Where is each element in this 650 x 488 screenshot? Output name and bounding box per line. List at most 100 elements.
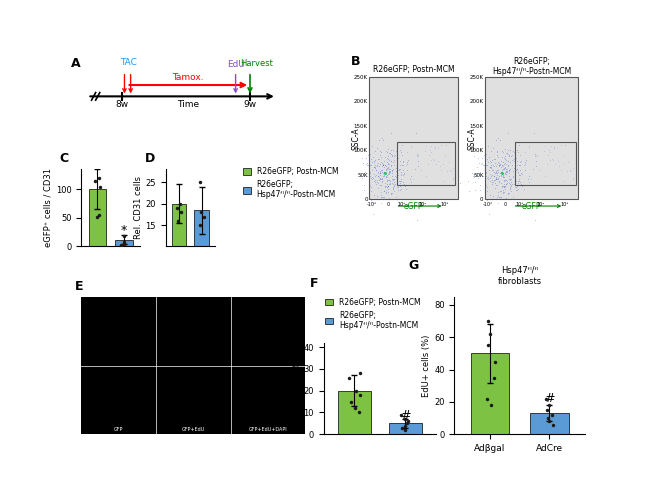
- Point: [374, 174, 385, 182]
- Point: [411, 150, 422, 158]
- Point: [463, 177, 473, 185]
- Point: [376, 182, 386, 189]
- Point: [349, 187, 359, 195]
- Point: [369, 174, 379, 182]
- Point: [500, 182, 510, 190]
- Point: [378, 137, 388, 144]
- Point: [480, 158, 490, 165]
- Point: [376, 134, 387, 142]
- Point: [491, 151, 502, 159]
- Point: [372, 172, 383, 180]
- Point: [376, 176, 386, 183]
- Point: [556, 165, 566, 173]
- Point: [491, 174, 502, 182]
- Point: [499, 188, 510, 196]
- Point: [493, 168, 503, 176]
- Text: TAC: TAC: [120, 58, 137, 67]
- Point: [395, 178, 406, 185]
- Point: [385, 150, 396, 158]
- Point: [354, 186, 365, 194]
- Point: [426, 142, 437, 149]
- Point: [491, 176, 502, 183]
- Point: [503, 166, 514, 174]
- Point: [395, 157, 405, 165]
- Text: 0: 0: [364, 197, 368, 202]
- Point: [388, 185, 398, 193]
- Point: [375, 169, 385, 177]
- Point: [566, 167, 576, 175]
- Point: [382, 177, 392, 185]
- Point: [529, 129, 539, 137]
- Point: [519, 185, 529, 193]
- Text: 0: 0: [387, 203, 390, 207]
- Bar: [397, 142, 455, 185]
- Point: [386, 161, 396, 168]
- Point: [360, 161, 370, 168]
- Point: [382, 176, 392, 183]
- Point: [489, 159, 500, 167]
- Point: [381, 182, 391, 189]
- Point: [500, 159, 510, 167]
- Point: [504, 179, 515, 186]
- Point: [493, 166, 504, 174]
- Point: [375, 171, 385, 179]
- Point: [487, 171, 497, 179]
- Point: [499, 160, 510, 167]
- Point: [395, 186, 405, 194]
- Point: [512, 161, 522, 169]
- Point: [370, 166, 381, 174]
- Point: [539, 146, 549, 154]
- Point: [510, 183, 520, 191]
- Point: [545, 156, 556, 163]
- Text: Hsp47ᶠˡ/ᶠˡ-Postn-MCM: Hsp47ᶠˡ/ᶠˡ-Postn-MCM: [492, 67, 571, 77]
- Point: [401, 185, 411, 193]
- Point: [439, 178, 449, 185]
- Point: [367, 176, 377, 183]
- Point: [505, 176, 515, 183]
- Point: [365, 196, 376, 203]
- Point: [514, 185, 524, 193]
- Text: 10⁴: 10⁴: [418, 203, 426, 207]
- Point: [488, 166, 498, 174]
- Point: [372, 155, 383, 163]
- Point: [520, 159, 530, 166]
- Point: [502, 157, 513, 164]
- Point: [396, 175, 406, 183]
- Text: eGFP: eGFP: [404, 202, 423, 211]
- Point: [370, 198, 380, 205]
- Point: [375, 151, 385, 159]
- Point: [387, 169, 397, 177]
- Point: [494, 193, 504, 201]
- Point: [402, 148, 413, 156]
- Point: [385, 167, 395, 175]
- Point: [448, 175, 458, 183]
- Point: [486, 161, 497, 169]
- Point: [376, 193, 386, 201]
- Point: [560, 141, 571, 149]
- Point: [501, 195, 512, 203]
- Point: [524, 178, 534, 185]
- Point: [516, 169, 526, 177]
- Point: [388, 176, 398, 183]
- Point: [491, 173, 501, 181]
- Point: [513, 168, 523, 176]
- Point: [412, 152, 423, 160]
- Point: [387, 151, 398, 159]
- Point: [376, 188, 386, 196]
- Point: [377, 159, 387, 167]
- Text: 200K: 200K: [469, 99, 484, 104]
- Point: [500, 145, 510, 153]
- Bar: [172, 203, 187, 289]
- Point: [515, 158, 525, 165]
- Y-axis label: EdU+ cells (%): EdU+ cells (%): [422, 334, 431, 397]
- Point: [361, 159, 372, 166]
- Point: [492, 176, 502, 183]
- Point: [485, 157, 495, 165]
- Point: [381, 162, 391, 170]
- Point: [500, 166, 511, 174]
- Point: [493, 162, 504, 169]
- Text: B: B: [351, 55, 360, 68]
- Point: [506, 156, 517, 163]
- Point: [515, 157, 526, 165]
- Point: [487, 166, 497, 174]
